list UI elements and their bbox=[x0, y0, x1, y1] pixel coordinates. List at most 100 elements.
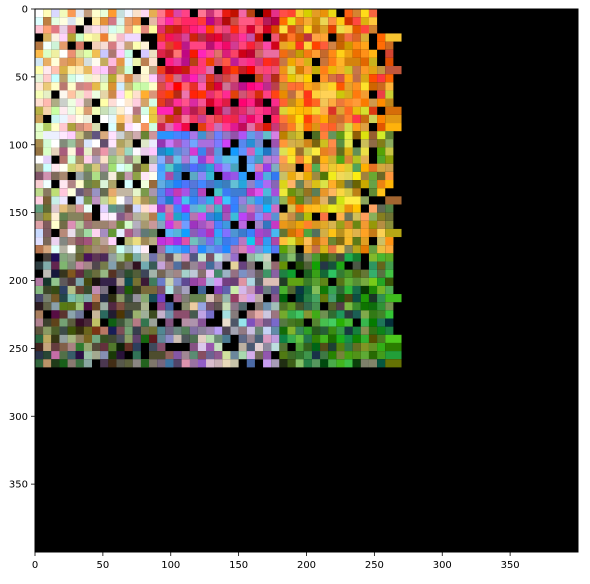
image-tile bbox=[197, 196, 207, 205]
image-tile bbox=[320, 220, 329, 229]
image-tile bbox=[206, 57, 223, 67]
image-tile bbox=[189, 228, 198, 238]
image-tile bbox=[214, 342, 223, 352]
image-tile bbox=[165, 285, 174, 295]
image-tile bbox=[157, 33, 166, 42]
image-tile bbox=[279, 106, 288, 115]
image-tile bbox=[59, 171, 68, 181]
image-tile bbox=[140, 334, 150, 343]
image-tile bbox=[59, 106, 68, 115]
image-tile bbox=[206, 302, 215, 311]
image-tile bbox=[230, 123, 239, 132]
image-tile bbox=[279, 90, 288, 99]
image-tile bbox=[368, 106, 378, 115]
image-tile bbox=[368, 228, 378, 238]
image-tile bbox=[173, 139, 182, 148]
image-tile bbox=[67, 90, 76, 99]
image-tile bbox=[246, 269, 255, 278]
image-tile bbox=[344, 180, 353, 189]
image-tile bbox=[295, 188, 304, 197]
image-tile bbox=[132, 147, 141, 156]
image-tile bbox=[165, 17, 174, 26]
image-tile bbox=[344, 106, 353, 115]
image-tile bbox=[263, 123, 272, 132]
image-tile bbox=[124, 212, 133, 221]
image-tile bbox=[311, 285, 321, 295]
image-tile bbox=[140, 66, 150, 75]
image-tile bbox=[271, 114, 280, 124]
image-tile bbox=[287, 82, 296, 91]
image-tile bbox=[35, 359, 44, 368]
image-tile bbox=[181, 49, 190, 58]
image-tile bbox=[165, 245, 174, 254]
image-tile bbox=[173, 277, 182, 286]
image-tile bbox=[311, 41, 321, 50]
image-tile bbox=[100, 285, 109, 295]
x-tick-label: 0 bbox=[32, 560, 38, 571]
image-tile bbox=[189, 220, 198, 229]
image-tile bbox=[336, 131, 345, 140]
image-tile bbox=[140, 261, 150, 270]
image-tile bbox=[35, 228, 44, 238]
image-tile bbox=[206, 147, 223, 156]
image-tile bbox=[328, 66, 337, 75]
image-tile bbox=[43, 66, 52, 75]
image-tile bbox=[279, 139, 288, 148]
image-tile bbox=[75, 277, 93, 286]
image-tile bbox=[108, 98, 117, 107]
image-tile bbox=[206, 180, 223, 189]
image-tile bbox=[344, 114, 353, 124]
image-tile bbox=[279, 188, 288, 197]
image-tile bbox=[132, 351, 141, 360]
image-tile bbox=[43, 204, 52, 213]
image-tile bbox=[295, 342, 304, 352]
image-tile bbox=[197, 98, 207, 107]
image-tile bbox=[51, 57, 60, 67]
image-tile bbox=[328, 318, 337, 327]
image-tile bbox=[238, 25, 247, 34]
image-tile bbox=[385, 326, 394, 335]
image-tile bbox=[108, 342, 117, 352]
image-tile bbox=[100, 17, 109, 26]
image-tile bbox=[263, 359, 272, 368]
image-tile bbox=[165, 114, 174, 124]
image-tile bbox=[43, 342, 52, 352]
image-tile bbox=[385, 261, 394, 270]
image-tile bbox=[238, 351, 247, 360]
image-tile bbox=[51, 334, 60, 343]
image-tile bbox=[75, 131, 84, 140]
image-tile bbox=[206, 342, 215, 352]
image-tile bbox=[254, 57, 264, 67]
image-tile bbox=[116, 285, 125, 295]
image-tile bbox=[173, 98, 182, 107]
image-tile bbox=[197, 261, 207, 270]
image-tile bbox=[246, 131, 264, 140]
image-tile bbox=[385, 106, 402, 115]
image-tile bbox=[149, 196, 158, 205]
image-tile bbox=[189, 351, 198, 360]
image-tile bbox=[108, 294, 117, 303]
image-tile bbox=[246, 106, 255, 115]
image-tile bbox=[43, 171, 52, 181]
image-tile bbox=[320, 342, 329, 352]
image-tile bbox=[254, 155, 264, 164]
image-tile bbox=[83, 139, 93, 148]
image-tile bbox=[140, 57, 158, 67]
image-tile bbox=[51, 139, 60, 148]
image-tile bbox=[124, 49, 133, 58]
image-tile bbox=[132, 334, 141, 343]
image-tile bbox=[83, 114, 93, 124]
image-tile bbox=[279, 228, 288, 238]
image-tile bbox=[377, 98, 394, 107]
image-tile bbox=[83, 351, 101, 360]
image-tile bbox=[295, 220, 312, 229]
image-tile bbox=[100, 155, 109, 164]
image-tile bbox=[246, 139, 264, 148]
image-tile bbox=[67, 49, 76, 58]
image-tile bbox=[279, 342, 288, 352]
image-tile bbox=[165, 277, 174, 286]
image-tile bbox=[360, 277, 369, 286]
image-tile bbox=[83, 57, 101, 67]
image-tile bbox=[328, 294, 337, 303]
image-tile bbox=[254, 326, 264, 335]
